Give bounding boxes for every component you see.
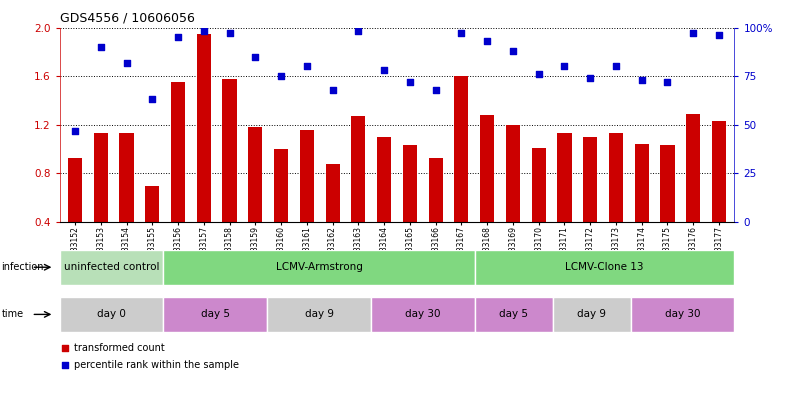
- Bar: [661, 145, 675, 222]
- Text: LCMV-Armstrong: LCMV-Armstrong: [276, 262, 363, 272]
- Bar: [60, 250, 164, 285]
- Bar: [630, 297, 734, 332]
- Point: [455, 30, 468, 37]
- Text: day 0: day 0: [97, 309, 126, 320]
- Bar: [300, 130, 314, 222]
- Text: day 5: day 5: [201, 309, 229, 320]
- Text: transformed count: transformed count: [75, 343, 165, 353]
- Bar: [403, 145, 417, 222]
- Text: LCMV-Clone 13: LCMV-Clone 13: [565, 262, 644, 272]
- Point: [661, 79, 674, 85]
- Point: [352, 28, 364, 35]
- Bar: [532, 148, 545, 222]
- Point: [403, 79, 416, 85]
- Bar: [609, 133, 623, 222]
- Bar: [686, 114, 700, 222]
- Point: [59, 345, 71, 351]
- Bar: [171, 82, 185, 222]
- Point: [481, 38, 494, 44]
- Point: [558, 63, 571, 70]
- Point: [300, 63, 313, 70]
- Point: [532, 71, 545, 77]
- Point: [146, 96, 159, 103]
- Point: [713, 32, 726, 39]
- Bar: [351, 116, 365, 222]
- Point: [378, 67, 391, 73]
- Bar: [145, 185, 160, 222]
- Text: day 30: day 30: [665, 309, 700, 320]
- Bar: [94, 133, 108, 222]
- Bar: [164, 297, 268, 332]
- Bar: [268, 297, 371, 332]
- Point: [610, 63, 622, 70]
- Bar: [68, 158, 82, 222]
- Point: [172, 34, 184, 40]
- Bar: [557, 133, 572, 222]
- Text: time: time: [2, 309, 24, 320]
- Bar: [583, 137, 597, 222]
- Bar: [326, 163, 340, 222]
- Bar: [119, 133, 133, 222]
- Point: [198, 28, 210, 35]
- Bar: [475, 250, 734, 285]
- Text: GDS4556 / 10606056: GDS4556 / 10606056: [60, 12, 195, 25]
- Text: percentile rank within the sample: percentile rank within the sample: [75, 360, 240, 371]
- Bar: [164, 250, 475, 285]
- Point: [94, 44, 107, 50]
- Bar: [197, 33, 211, 222]
- Point: [687, 30, 700, 37]
- Text: day 9: day 9: [577, 309, 606, 320]
- Point: [59, 362, 71, 369]
- Point: [430, 86, 442, 93]
- Bar: [634, 144, 649, 222]
- Bar: [454, 76, 468, 222]
- Point: [68, 127, 81, 134]
- Bar: [60, 297, 164, 332]
- Bar: [371, 297, 475, 332]
- Bar: [274, 149, 288, 222]
- Text: day 9: day 9: [305, 309, 333, 320]
- Bar: [222, 79, 237, 222]
- Text: day 30: day 30: [405, 309, 441, 320]
- Point: [120, 59, 133, 66]
- Text: infection: infection: [2, 262, 44, 272]
- Bar: [475, 297, 553, 332]
- Bar: [377, 137, 391, 222]
- Point: [275, 73, 287, 79]
- Bar: [480, 115, 494, 222]
- Point: [584, 75, 596, 81]
- Point: [507, 48, 519, 54]
- Point: [635, 77, 648, 83]
- Text: uninfected control: uninfected control: [64, 262, 160, 272]
- Bar: [429, 158, 443, 222]
- Point: [326, 86, 339, 93]
- Bar: [506, 125, 520, 222]
- Bar: [553, 297, 630, 332]
- Point: [249, 53, 262, 60]
- Bar: [249, 127, 262, 222]
- Point: [223, 30, 236, 37]
- Text: day 5: day 5: [499, 309, 528, 320]
- Bar: [712, 121, 726, 222]
